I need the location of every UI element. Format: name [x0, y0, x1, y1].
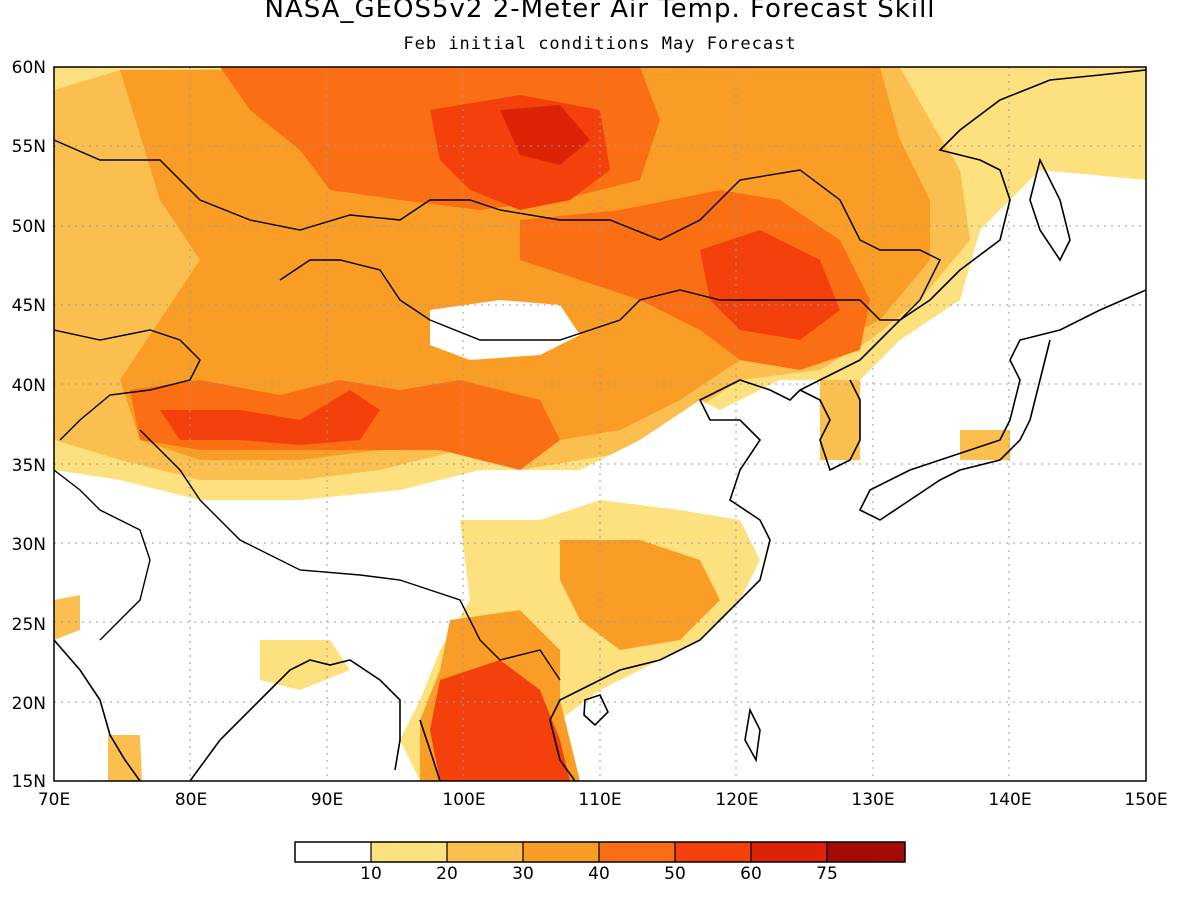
colorbar-frame — [294, 841, 906, 863]
field-hole-south — [54, 480, 540, 620]
colorbar-label-30: 30 — [512, 864, 534, 884]
colorbar-label-75: 75 — [816, 864, 838, 884]
field-baikal-darkred — [500, 105, 590, 165]
colorbar — [294, 841, 906, 863]
lon-label-140e: 140E — [988, 790, 1032, 810]
field-indochina-red — [430, 660, 570, 781]
colorbar-swatch-5 — [675, 842, 751, 862]
field-india-coast — [108, 735, 142, 781]
lat-label-25n: 25N — [11, 615, 46, 635]
grid-lines — [54, 67, 1146, 781]
lon-label-90e: 90E — [310, 790, 344, 810]
field-india-west — [54, 595, 80, 640]
field-hole-tarim — [430, 300, 580, 360]
colorbar-swatch-2 — [447, 842, 523, 862]
chart-subtitle: Feb initial conditions May Forecast — [403, 34, 797, 54]
borders — [54, 139, 941, 681]
lon-label-70e: 70E — [37, 790, 71, 810]
lat-label-15n: 15N — [11, 772, 46, 792]
colorbar-label-50: 50 — [664, 864, 686, 884]
colorbar-swatch-1 — [371, 842, 447, 862]
colorbar-label-60: 60 — [740, 864, 762, 884]
colorbar-swatch-3 — [523, 842, 599, 862]
lon-label-110e: 110E — [578, 790, 622, 810]
colorbar-swatch-6 — [751, 842, 827, 862]
lat-label-60n: 60N — [11, 58, 46, 78]
lat-label-45n: 45N — [11, 296, 46, 316]
lon-label-100e: 100E — [442, 790, 486, 810]
lat-label-35n: 35N — [11, 456, 46, 476]
field-hole-china — [580, 400, 760, 520]
chart-title: NASA_GEOS5v2 2-Meter Air Temp. Forecast … — [264, 0, 936, 24]
field-bangladesh — [260, 640, 350, 690]
coastlines — [54, 69, 1146, 781]
field-korea — [820, 380, 860, 460]
colorbar-swatch-7 — [827, 842, 905, 862]
skill-field — [54, 67, 1146, 781]
lat-label-40n: 40N — [11, 376, 46, 396]
map-frame — [53, 66, 1147, 782]
lon-label-130e: 130E — [851, 790, 895, 810]
colorbar-label-20: 20 — [436, 864, 458, 884]
lon-label-80e: 80E — [174, 790, 208, 810]
colorbar-label-40: 40 — [588, 864, 610, 884]
field-tibet-red — [160, 390, 380, 445]
lat-label-55n: 55N — [11, 137, 46, 157]
field-mongolia-red — [700, 230, 840, 340]
colorbar-swatch-4 — [599, 842, 675, 862]
lat-label-50n: 50N — [11, 217, 46, 237]
lat-label-30n: 30N — [11, 535, 46, 555]
colorbar-label-10: 10 — [360, 864, 382, 884]
lat-label-20n: 20N — [11, 694, 46, 714]
lon-label-120e: 120E — [715, 790, 759, 810]
lon-label-150e: 150E — [1124, 790, 1168, 810]
colorbar-swatch-0 — [295, 842, 371, 862]
